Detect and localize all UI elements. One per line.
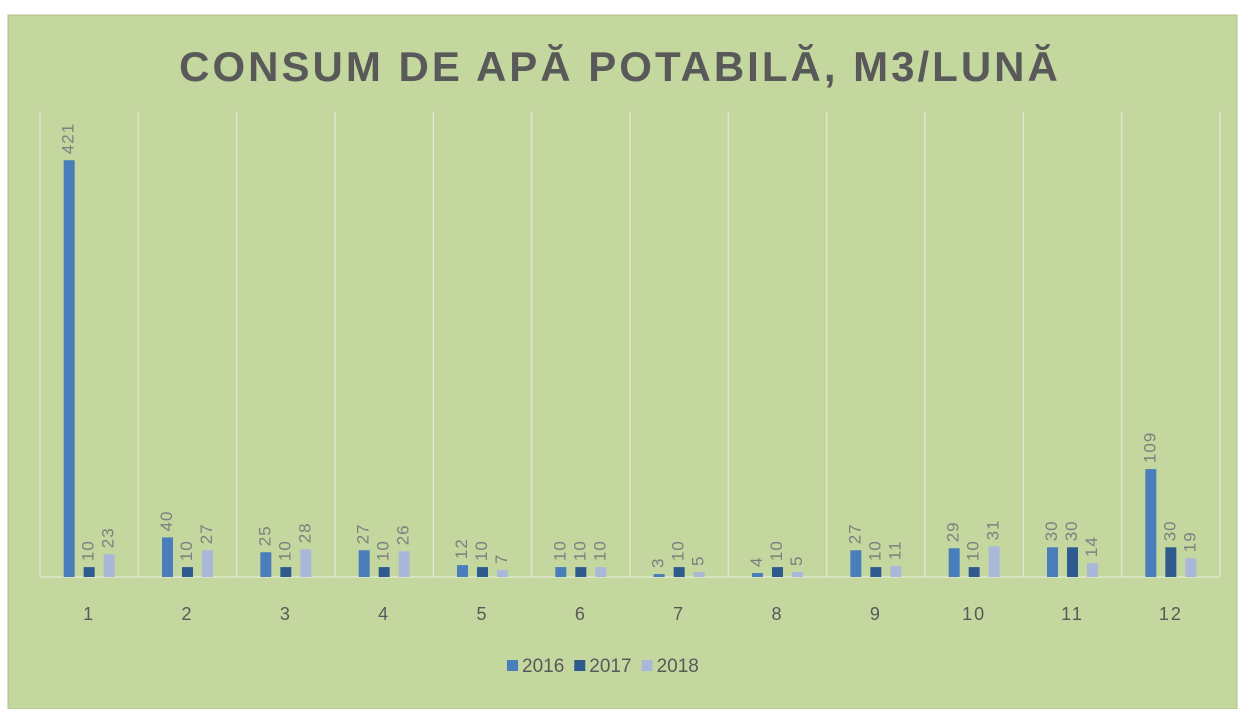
bar	[497, 570, 508, 577]
bar	[103, 554, 115, 577]
data-label: 30	[1062, 520, 1081, 541]
data-label: 29	[944, 521, 963, 542]
data-label: 5	[787, 556, 806, 566]
bar	[752, 573, 763, 577]
legend-swatch	[507, 660, 518, 671]
data-label: 27	[845, 523, 864, 544]
x-tick-label: 4	[378, 604, 390, 624]
legend-label: 2017	[589, 656, 631, 677]
data-label: 19	[1180, 531, 1199, 552]
data-label: 30	[1160, 520, 1179, 541]
bar	[457, 565, 468, 577]
bar	[772, 567, 783, 577]
bar	[673, 567, 685, 577]
data-label: 27	[197, 523, 216, 544]
bar	[968, 567, 980, 577]
x-tick-label: 10	[962, 604, 986, 624]
x-tick-label: 6	[575, 604, 587, 624]
bar	[555, 567, 567, 577]
data-label: 3	[649, 558, 668, 568]
data-label: 30	[1042, 520, 1061, 541]
chart-background	[7, 14, 1238, 709]
data-label: 10	[374, 540, 393, 561]
bar	[477, 567, 488, 577]
bar	[260, 552, 272, 577]
bar	[1067, 547, 1078, 577]
bar	[948, 548, 960, 577]
bar	[890, 566, 902, 577]
bar	[398, 551, 410, 577]
chart-title: CONSUM DE APĂ POTABILĂ, M3/LUNĂ	[179, 43, 1061, 90]
data-label: 10	[570, 540, 589, 561]
data-label: 4	[747, 557, 766, 567]
legend-label: 2018	[657, 656, 699, 677]
data-label: 31	[984, 519, 1003, 540]
data-label: 10	[472, 540, 491, 561]
data-label: 10	[964, 540, 983, 561]
data-label: 27	[354, 523, 373, 544]
bar	[182, 567, 193, 577]
data-label: 5	[689, 556, 708, 566]
x-tick-label: 12	[1159, 604, 1183, 624]
data-label: 23	[99, 527, 118, 548]
data-label: 14	[1082, 536, 1101, 557]
legend-swatch	[641, 660, 653, 671]
bar	[162, 537, 173, 577]
data-label: 28	[295, 522, 314, 543]
data-label: 10	[79, 540, 98, 561]
data-label: 10	[590, 540, 609, 561]
x-tick-label: 1	[83, 604, 95, 624]
legend-swatch	[574, 660, 586, 671]
data-label: 421	[59, 123, 78, 154]
data-label: 10	[669, 540, 688, 561]
bar	[653, 574, 665, 577]
bar	[850, 550, 862, 577]
data-label: 10	[767, 540, 786, 561]
x-tick-label: 3	[280, 604, 292, 624]
data-label: 109	[1140, 432, 1159, 463]
data-label: 25	[255, 525, 274, 546]
data-label: 11	[885, 540, 904, 560]
bar	[1145, 469, 1157, 577]
data-label: 40	[157, 510, 176, 531]
data-label: 10	[550, 540, 569, 561]
data-label: 10	[177, 540, 196, 561]
x-tick-label: 11	[1061, 604, 1084, 624]
bar	[1165, 547, 1177, 577]
bar	[1087, 563, 1098, 577]
bar	[693, 572, 705, 577]
bar	[280, 567, 292, 577]
x-tick-label: 5	[476, 604, 488, 624]
bar	[63, 160, 75, 577]
bar	[988, 546, 1000, 577]
bar	[83, 567, 95, 577]
bar	[1185, 558, 1197, 577]
data-label: 12	[452, 538, 471, 559]
bar	[595, 567, 607, 577]
bar	[792, 572, 803, 577]
x-tick-label: 2	[181, 604, 193, 624]
bar	[202, 550, 213, 577]
bar	[575, 567, 587, 577]
data-label: 26	[394, 524, 413, 545]
data-label: 7	[492, 554, 511, 564]
bar	[870, 567, 882, 577]
x-tick-label: 8	[771, 604, 783, 624]
legend-label: 2016	[522, 656, 564, 677]
bar	[378, 567, 390, 577]
x-tick-label: 7	[673, 604, 685, 624]
bar	[300, 549, 312, 577]
bar	[358, 550, 370, 577]
data-label: 10	[275, 540, 294, 561]
x-tick-label: 9	[870, 604, 882, 624]
bar	[1047, 547, 1058, 577]
data-label: 10	[865, 540, 884, 561]
